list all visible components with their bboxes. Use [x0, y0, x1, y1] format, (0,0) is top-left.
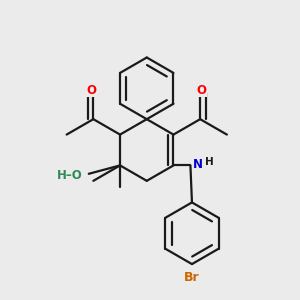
Text: H: H: [205, 157, 214, 167]
Text: H–O: H–O: [57, 169, 83, 182]
Text: N: N: [193, 158, 202, 171]
Text: Br: Br: [184, 271, 200, 284]
Text: O: O: [87, 84, 97, 97]
Text: O: O: [197, 84, 207, 97]
